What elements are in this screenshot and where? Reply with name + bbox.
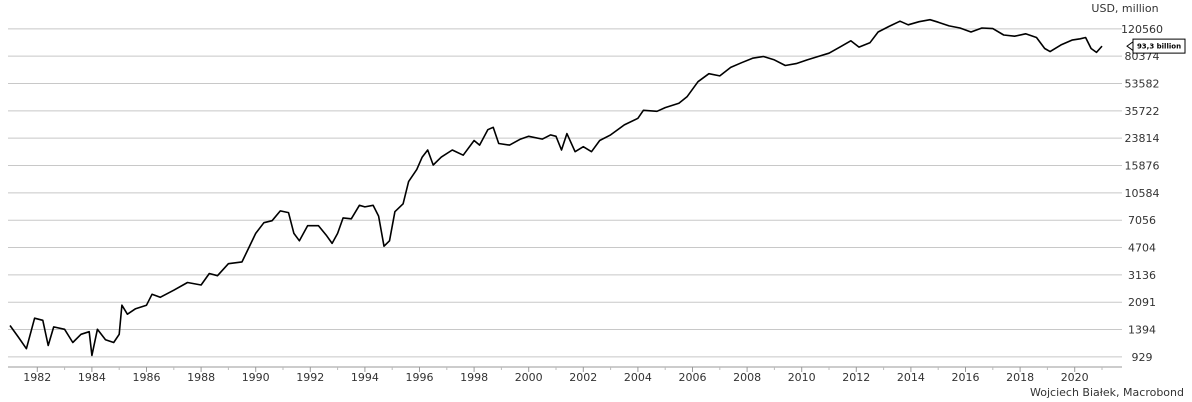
y-tick-label: 15876 (1125, 160, 1160, 173)
x-tick-label: 2006 (679, 371, 707, 384)
x-tick-label: 2000 (515, 371, 543, 384)
y-tick-label: 2091 (1128, 296, 1156, 309)
annotation-box (1132, 38, 1186, 54)
source-credit: Wojciech Białek, Macrobond (1030, 386, 1184, 399)
x-tick-label: 2002 (569, 371, 597, 384)
x-tick-label: 2010 (788, 371, 816, 384)
x-tick-label: 2008 (733, 371, 761, 384)
y-tick-label: 53582 (1125, 78, 1160, 91)
x-tick-label: 1998 (460, 371, 488, 384)
x-tick-label: 1984 (78, 371, 106, 384)
x-tick-label: 2018 (1006, 371, 1034, 384)
y-axis-label: USD, million (1091, 2, 1158, 15)
x-tick-label: 2004 (624, 371, 652, 384)
y-tick-label: 120560 (1121, 23, 1163, 36)
x-tick-label: 1982 (23, 371, 51, 384)
x-tick-label: 1986 (133, 371, 161, 384)
x-tick-label: 1990 (242, 371, 270, 384)
x-tick-label: 2020 (1061, 371, 1089, 384)
line-series (9, 18, 1103, 357)
y-tick-label: 3136 (1128, 269, 1156, 282)
x-tick-label: 2014 (897, 371, 925, 384)
y-tick-label: 1394 (1128, 324, 1156, 337)
x-tick-label: 1992 (296, 371, 324, 384)
x-tick-label: 2012 (842, 371, 870, 384)
y-tick-label: 10584 (1125, 187, 1160, 200)
x-tick-label: 1988 (187, 371, 215, 384)
y-tick-label: 4704 (1128, 242, 1156, 255)
y-tick-label: 7056 (1128, 214, 1156, 227)
x-tick-label: 1996 (406, 371, 434, 384)
y-tick-label: 23814 (1125, 132, 1160, 145)
x-tick-label: 2016 (952, 371, 980, 384)
y-tick-label: 35722 (1125, 105, 1160, 118)
y-tick-label: 929 (1132, 351, 1153, 364)
x-tick-label: 1994 (351, 371, 379, 384)
annotation-label: 93,3 billion (1137, 43, 1181, 51)
